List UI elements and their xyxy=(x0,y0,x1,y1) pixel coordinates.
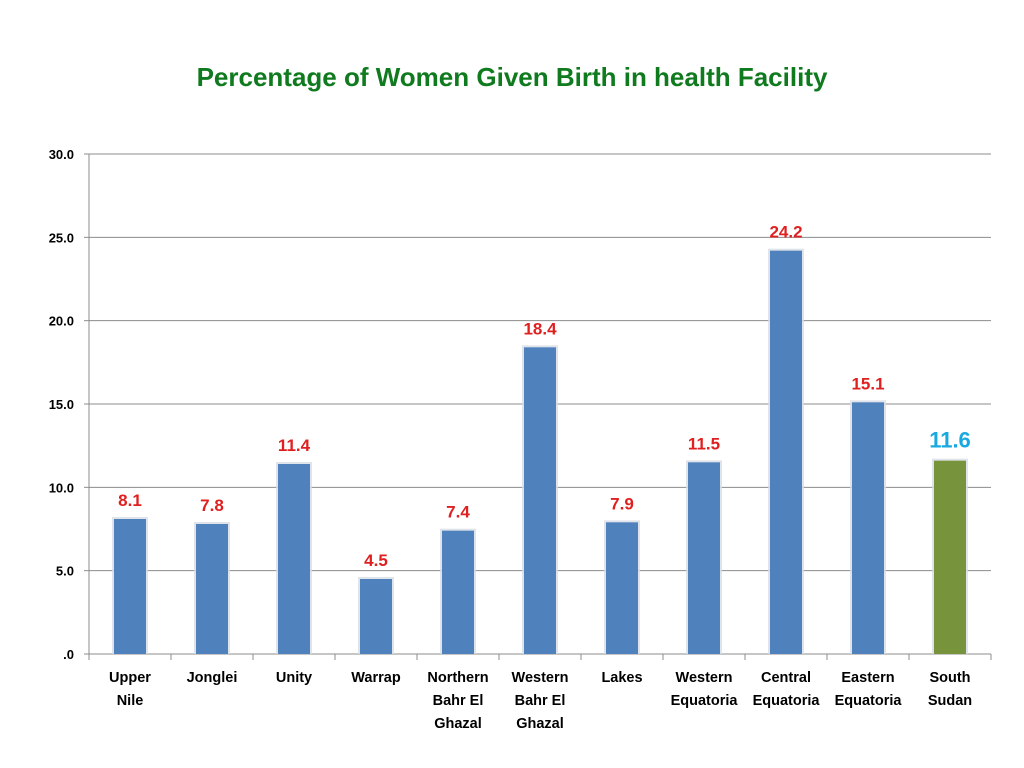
data-label: 11.5 xyxy=(688,434,720,453)
bar xyxy=(524,347,556,654)
data-label: 18.4 xyxy=(523,319,557,338)
y-tick-label: 15.0 xyxy=(49,397,74,412)
y-tick-label: 10.0 xyxy=(49,480,74,495)
bar xyxy=(442,530,474,654)
data-label: 7.4 xyxy=(446,503,470,522)
category-label: Western Bahr El Ghazal xyxy=(512,670,569,732)
chart-title: Percentage of Women Given Birth in healt… xyxy=(196,62,828,92)
category-label: Central Equatoria xyxy=(753,670,821,709)
bar xyxy=(196,524,228,654)
bar xyxy=(770,250,802,654)
category-label: Eastern Equatoria xyxy=(835,670,903,709)
category-label: Northern Bahr El Ghazal xyxy=(427,670,488,732)
category-label: Unity xyxy=(276,670,312,686)
y-tick-label: .0 xyxy=(63,647,74,662)
category-label: Lakes xyxy=(601,670,642,686)
y-tick-label: 30.0 xyxy=(49,147,74,162)
category-label: South Sudan xyxy=(928,670,972,709)
data-labels: 8.1 7.8 11.4 4.5 7.4 18.4 7.9 11.5 24.2 15.1 11.6 xyxy=(118,223,971,570)
category-label: Warrap xyxy=(351,670,401,686)
data-label: 7.9 xyxy=(610,494,634,513)
bar xyxy=(360,579,392,654)
category-label: Jonglei xyxy=(187,670,238,686)
bar xyxy=(606,522,638,654)
category-label: Upper Nile xyxy=(109,670,151,709)
bar xyxy=(688,462,720,654)
bar xyxy=(278,464,310,654)
data-label: 7.8 xyxy=(200,496,224,515)
data-label: 15.1 xyxy=(851,374,884,393)
bar xyxy=(934,460,966,654)
bar xyxy=(114,519,146,654)
bars xyxy=(112,248,968,654)
bar xyxy=(852,402,884,654)
data-label: 11.6 xyxy=(929,428,971,453)
data-label: 11.4 xyxy=(278,436,311,455)
data-label: 8.1 xyxy=(118,491,142,510)
category-labels: Upper Nile Jonglei Unity Warrap Northern Bahr … xyxy=(109,670,972,732)
y-tick-label: 20.0 xyxy=(49,314,74,329)
data-label: 4.5 xyxy=(364,551,388,570)
data-label: 24.2 xyxy=(769,223,802,242)
y-tick-label: 5.0 xyxy=(56,564,74,579)
category-label: Western Equatoria xyxy=(671,670,739,709)
y-tick-label: 25.0 xyxy=(49,230,74,245)
